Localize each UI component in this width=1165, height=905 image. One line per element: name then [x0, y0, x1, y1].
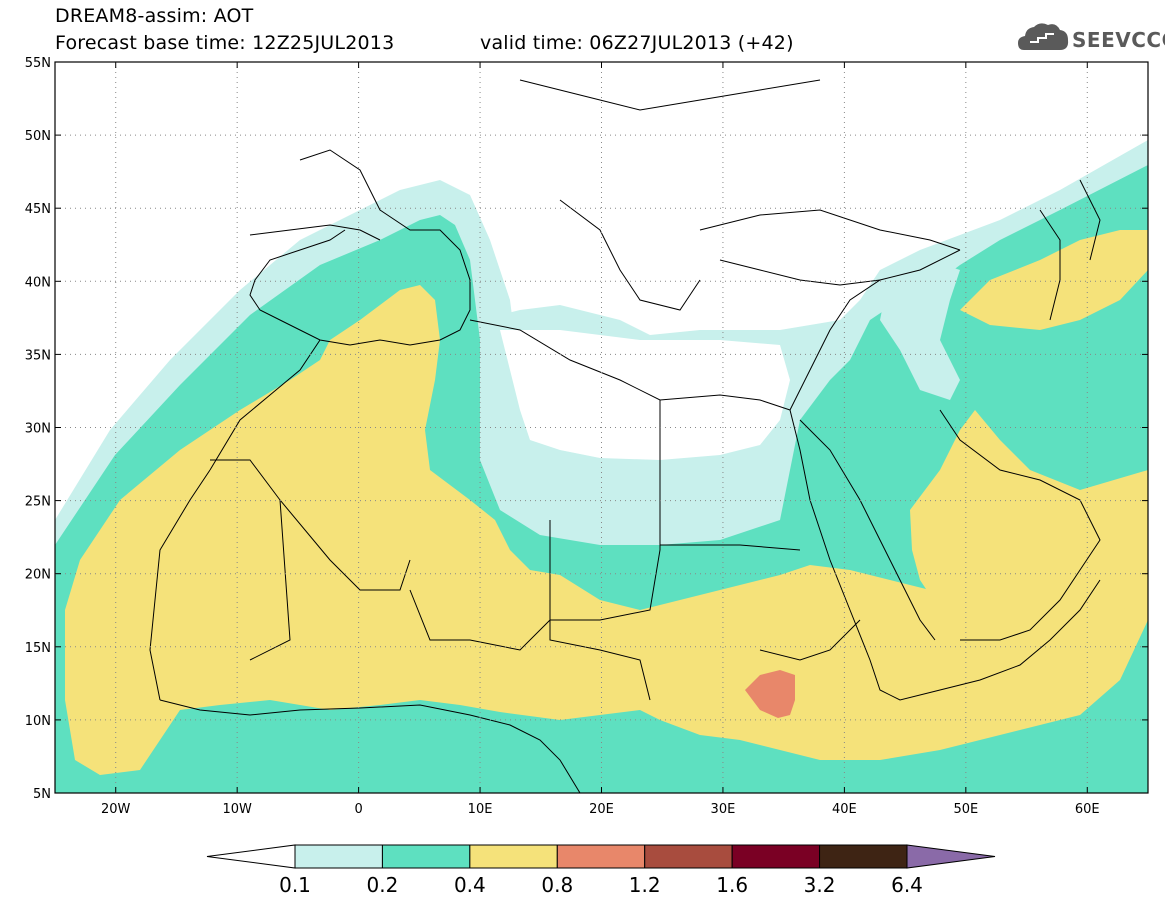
colorbar-label: 0.4	[454, 873, 486, 897]
lat-label: 20N	[25, 568, 51, 583]
lat-label: 40N	[25, 275, 51, 290]
seevccc-logo: SEEVCCC	[1016, 18, 1165, 60]
lon-label: 10W	[222, 802, 252, 817]
aot-band-0-4-arabia	[910, 410, 1148, 620]
aot-band-0-4-sahara	[65, 285, 1148, 775]
colorbar-box	[644, 844, 733, 869]
lat-label: 30N	[25, 422, 51, 437]
lon-label: 50E	[953, 802, 978, 817]
lat-label: 55N	[25, 56, 51, 71]
forecast-base-time: Forecast base time: 12Z25JUL2013	[55, 32, 395, 54]
colorbar-label: 0.8	[541, 873, 573, 897]
colorbar-label: 1.6	[716, 873, 748, 897]
lon-label: 40E	[832, 802, 857, 817]
colorbar-under-triangle	[206, 844, 296, 869]
gridlines	[55, 62, 1148, 793]
colorbar-label: 1.2	[629, 873, 661, 897]
colorbar-box	[819, 844, 908, 869]
valid-time: valid time: 06Z27JUL2013 (+42)	[480, 32, 794, 54]
lon-label: 30E	[711, 802, 736, 817]
lat-label: 10N	[25, 714, 51, 729]
colorbar-label: 0.2	[367, 873, 399, 897]
aot-patch-0-8	[745, 670, 795, 718]
lon-label: 60E	[1075, 802, 1100, 817]
lat-label: 35N	[25, 348, 51, 363]
lon-label: 10E	[468, 802, 493, 817]
colorbar-label: 0.1	[279, 873, 311, 897]
lon-label: 20W	[101, 802, 131, 817]
colorbar-label: 6.4	[891, 873, 923, 897]
aot-band-0-4-north	[960, 230, 1148, 330]
logo-text: SEEVCCC	[1072, 28, 1165, 52]
colorbar-box	[731, 844, 821, 869]
lon-label: 0	[354, 802, 362, 817]
colorbar-label: 3.2	[804, 873, 836, 897]
lat-label: 45N	[25, 202, 51, 217]
colorbar-box	[294, 844, 383, 869]
colorbar: 0.1 0.2 0.4 0.8 1.2 1.6 3.2 6.4	[206, 844, 996, 897]
latitude-axis: 55N 50N 45N 40N 35N 30N 25N 20N 15N 10N 5N	[25, 56, 1148, 802]
lat-label: 25N	[25, 495, 51, 510]
aot-patch-0-1-east-med	[880, 260, 960, 400]
colorbar-box	[556, 844, 646, 869]
coastlines	[149, 79, 1101, 793]
colorbar-over-triangle	[906, 844, 996, 869]
longitude-axis: 20W 10W 0 10E 20E 30E 40E 50E 60E	[101, 62, 1100, 817]
aot-patch-below-0-1	[500, 330, 790, 460]
lat-label: 50N	[25, 129, 51, 144]
colorbar-box	[469, 844, 558, 869]
lat-label: 15N	[25, 641, 51, 656]
lon-label: 20E	[589, 802, 614, 817]
cloud-icon	[1018, 23, 1069, 50]
colorbar-box	[381, 844, 471, 869]
map-title: DREAM8-assim: AOT	[55, 5, 254, 27]
lat-label: 5N	[33, 787, 51, 802]
